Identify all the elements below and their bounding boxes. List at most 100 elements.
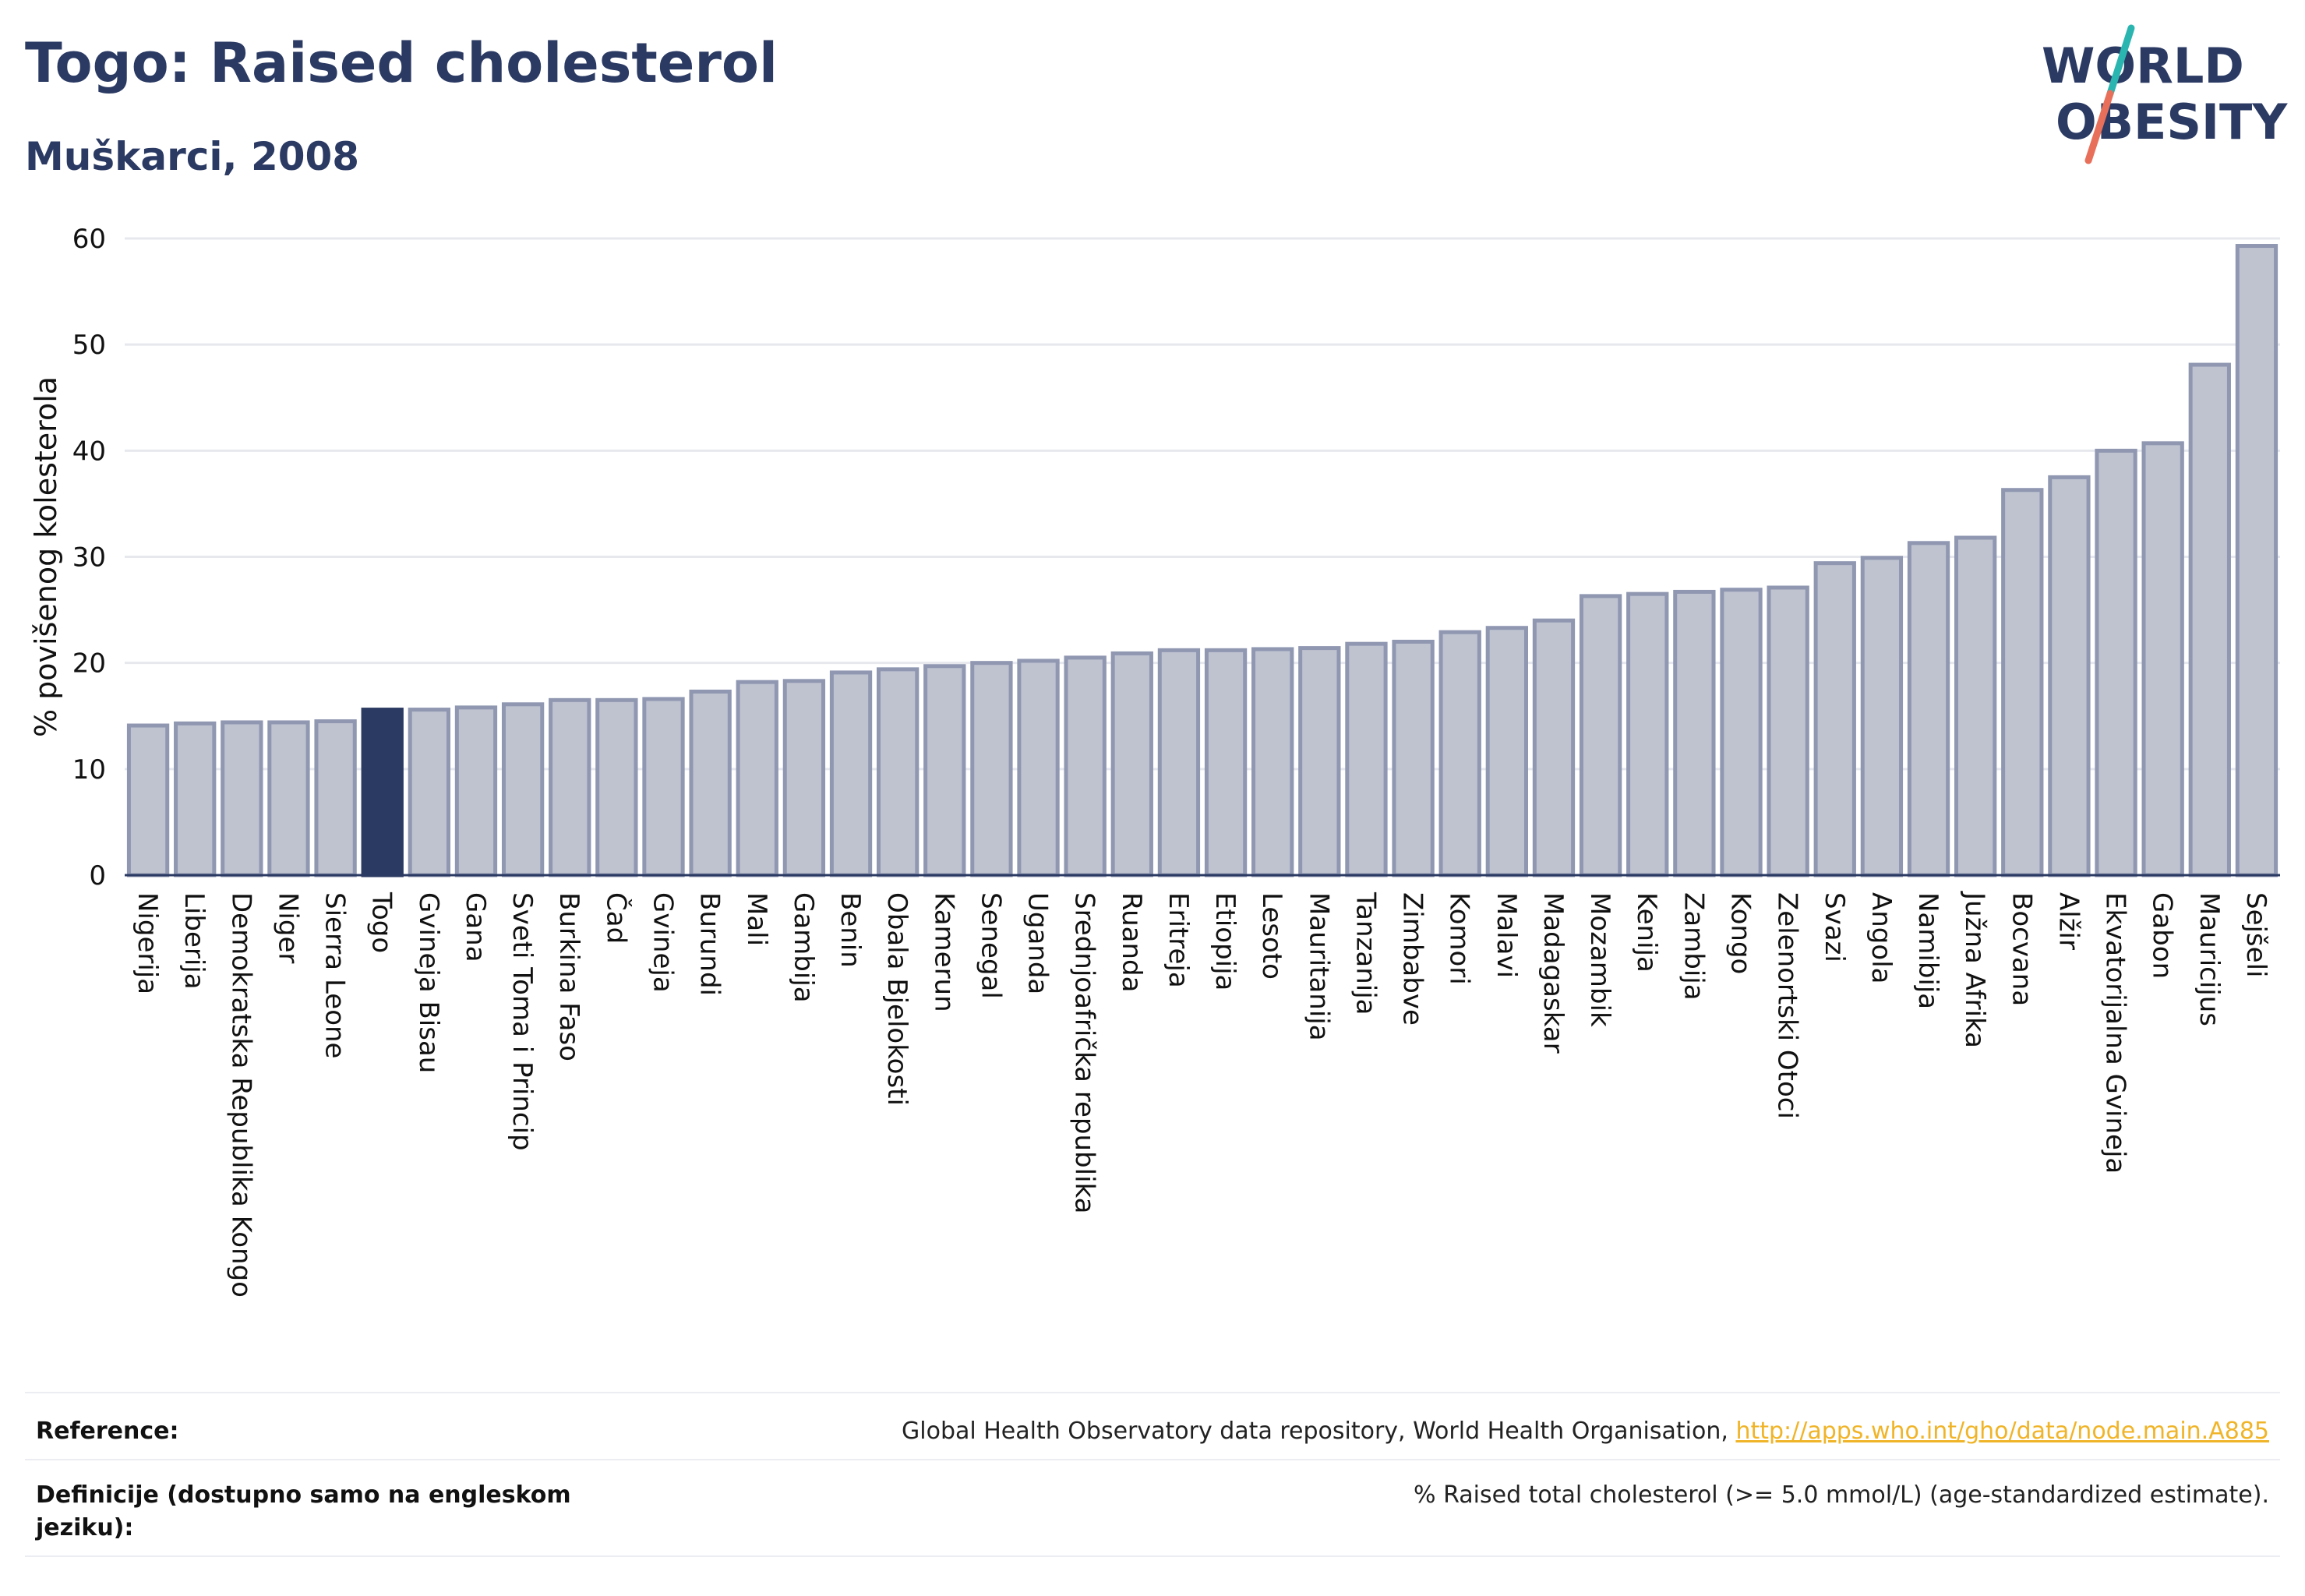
x-category-label: Nigerija xyxy=(132,892,163,994)
bar[interactable] xyxy=(1626,591,1669,877)
bar[interactable] xyxy=(221,720,263,877)
x-category-label: Alžir xyxy=(2053,892,2084,950)
bar[interactable] xyxy=(267,720,310,877)
x-category-label: Kenija xyxy=(1631,892,1662,973)
x-category-label: Eritreja xyxy=(1163,892,1194,988)
x-category-label: Kongo xyxy=(1725,892,1756,974)
bar[interactable] xyxy=(782,679,826,877)
x-category-label: Južna Afrika xyxy=(1959,891,1990,1048)
x-category-label: Bocvana xyxy=(2006,892,2037,1006)
x-category-label: Svazi xyxy=(1819,892,1850,962)
bar[interactable] xyxy=(408,708,451,877)
bar[interactable] xyxy=(1110,651,1153,877)
x-category-label: Namibija xyxy=(1912,892,1943,1009)
bar[interactable] xyxy=(1345,641,1388,877)
x-category-label: Gvineja Bisau xyxy=(413,892,444,1073)
bar[interactable] xyxy=(1813,561,1856,877)
bar[interactable] xyxy=(689,689,732,877)
bar[interactable] xyxy=(1532,618,1576,877)
bar[interactable] xyxy=(970,661,1013,877)
y-tick-label: 10 xyxy=(72,754,106,786)
bar[interactable] xyxy=(549,697,591,877)
x-category-label: Sejšeli xyxy=(2240,892,2271,977)
logo-slash-teal xyxy=(2106,24,2135,97)
x-category-label: Togo xyxy=(366,892,397,953)
y-tick-label: 40 xyxy=(72,436,106,467)
x-category-label: Demokratska Republika Kongo xyxy=(225,892,256,1298)
bar[interactable] xyxy=(736,680,778,877)
bar[interactable] xyxy=(126,723,170,877)
chart-title: Togo: Raised cholesterol xyxy=(25,31,778,95)
bars xyxy=(126,244,2279,877)
y-tick-label: 60 xyxy=(72,224,106,255)
x-category-label: Zelenortski Otoci xyxy=(1772,892,1803,1119)
x-category-label: Malavi xyxy=(1491,892,1522,978)
bar[interactable] xyxy=(1392,639,1435,877)
bar[interactable] xyxy=(2095,448,2137,877)
x-category-label: Mauricijus xyxy=(2194,892,2225,1026)
bar[interactable] xyxy=(1860,556,1904,877)
reference-source: Global Health Observatory data repositor… xyxy=(902,1418,1736,1445)
x-category-label: Zimbabve xyxy=(1397,892,1428,1026)
x-category-label: Benin xyxy=(835,892,866,968)
x-category-label: Kamerun xyxy=(928,892,959,1012)
bar[interactable] xyxy=(2235,244,2279,877)
y-tick-label: 0 xyxy=(89,860,106,892)
bar[interactable] xyxy=(2001,488,2044,877)
x-category-label: Mali xyxy=(741,892,772,946)
bar[interactable] xyxy=(1157,648,1201,877)
bar[interactable] xyxy=(1907,541,1950,877)
bar[interactable] xyxy=(1673,589,1716,877)
y-tick-label: 50 xyxy=(72,330,106,361)
definition-label: Definicije (dostupno samo na engleskom j… xyxy=(36,1481,571,1541)
bar[interactable] xyxy=(1438,630,1481,877)
x-category-label: Madagaskar xyxy=(1537,892,1569,1054)
bar[interactable] xyxy=(923,664,966,877)
reference-text: Global Health Observatory data repositor… xyxy=(902,1415,2269,1448)
bar[interactable] xyxy=(595,697,638,877)
bar-highlighted[interactable] xyxy=(361,708,404,877)
bar[interactable] xyxy=(829,670,873,877)
logo-slash-coral xyxy=(2084,90,2114,164)
bar[interactable] xyxy=(1954,535,1997,877)
bar[interactable] xyxy=(1251,647,1294,877)
reference-label: Reference: xyxy=(36,1418,179,1445)
bar[interactable] xyxy=(501,702,545,877)
x-category-label: Gabon xyxy=(2147,892,2178,979)
reference-link[interactable]: http://apps.who.int/gho/data/node.main.A… xyxy=(1735,1418,2269,1445)
bar[interactable] xyxy=(314,719,357,877)
bar[interactable] xyxy=(174,721,217,877)
y-tick-label: 30 xyxy=(72,542,106,574)
bar[interactable] xyxy=(1767,585,1809,877)
x-category-label: Senegal xyxy=(975,892,1006,999)
x-category-label: Komori xyxy=(1444,892,1475,985)
bar[interactable] xyxy=(1298,646,1341,877)
bar[interactable] xyxy=(1064,655,1107,877)
x-category-label: Angola xyxy=(1866,892,1897,983)
logo-text-world: WORLD xyxy=(2042,37,2244,94)
bar[interactable] xyxy=(1017,659,1060,877)
bar[interactable] xyxy=(2188,362,2231,877)
x-category-label: Lesoto xyxy=(1256,892,1287,980)
x-category-label: Srednjoafrička republika xyxy=(1069,892,1100,1213)
x-category-label: Uganda xyxy=(1022,892,1054,994)
footer-divider-middle xyxy=(25,1459,2280,1460)
footer-divider-top xyxy=(25,1392,2280,1393)
y-axis-ticks: 0 10 20 30 40 50 60 xyxy=(72,224,106,892)
bar[interactable] xyxy=(1579,594,1622,877)
bar[interactable] xyxy=(876,667,920,877)
x-axis-labels: Nigerija Liberija Demokratska Republika Ko… xyxy=(132,891,2271,1298)
bar[interactable] xyxy=(454,705,498,877)
x-category-label: Sveti Toma i Princip xyxy=(507,892,538,1151)
bar[interactable] xyxy=(1204,648,1248,877)
x-category-label: Mauritanija xyxy=(1303,892,1334,1041)
x-category-label: Sierra Leone xyxy=(319,892,351,1058)
footer-divider-bottom xyxy=(25,1555,2280,1557)
bar[interactable] xyxy=(2141,441,2184,877)
x-category-label: Mozambik xyxy=(1584,892,1615,1027)
bar[interactable] xyxy=(642,697,685,877)
bar[interactable] xyxy=(2048,475,2091,877)
bar[interactable] xyxy=(1485,626,1529,877)
x-category-label: Obala Bjelokosti xyxy=(881,892,912,1106)
bar[interactable] xyxy=(1720,588,1763,877)
